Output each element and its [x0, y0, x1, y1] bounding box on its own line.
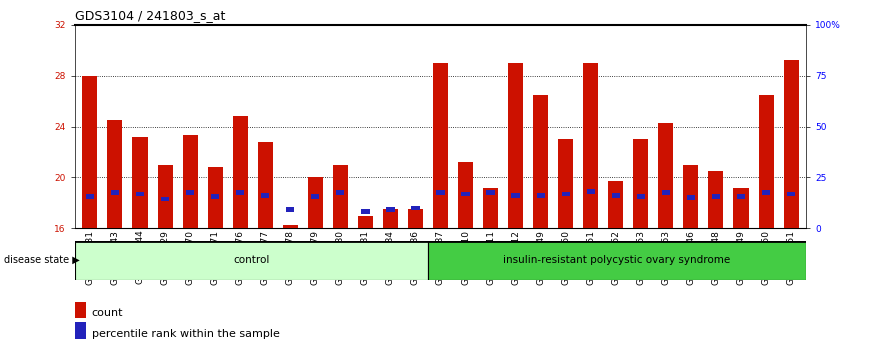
Bar [512, 193, 520, 198]
Bar [708, 171, 723, 228]
Bar [75, 241, 428, 280]
Bar [662, 190, 670, 195]
Bar [587, 189, 595, 194]
Bar [358, 216, 373, 228]
Bar [559, 139, 574, 228]
Text: control: control [233, 255, 270, 265]
Bar [458, 162, 473, 228]
Bar [75, 302, 86, 318]
Bar [787, 192, 796, 196]
Bar [257, 142, 273, 228]
Bar [433, 63, 448, 228]
Bar [608, 181, 624, 228]
Bar [462, 192, 470, 196]
Bar [486, 190, 495, 195]
Bar [132, 137, 147, 228]
Bar [186, 190, 194, 195]
Bar [712, 194, 720, 199]
Bar [611, 193, 620, 198]
Bar [158, 165, 173, 228]
Bar [307, 177, 322, 228]
Bar [428, 241, 806, 280]
Bar [286, 207, 294, 212]
Bar [182, 136, 197, 228]
Text: percentile rank within the sample: percentile rank within the sample [92, 329, 280, 339]
Text: insulin-resistant polycystic ovary syndrome: insulin-resistant polycystic ovary syndr… [503, 255, 730, 265]
Bar [383, 209, 398, 228]
Text: count: count [92, 308, 123, 318]
Bar [762, 190, 770, 195]
Text: disease state ▶: disease state ▶ [4, 255, 80, 265]
Bar [136, 192, 144, 196]
Bar [333, 165, 348, 228]
Bar [759, 95, 774, 228]
Bar [211, 194, 219, 199]
Bar [83, 76, 98, 228]
Bar [361, 209, 369, 214]
Bar [111, 190, 119, 195]
Bar [734, 188, 749, 228]
Text: GDS3104 / 241803_s_at: GDS3104 / 241803_s_at [75, 9, 226, 22]
Bar [533, 95, 548, 228]
Bar [283, 224, 298, 228]
Bar [537, 193, 544, 198]
Bar [583, 63, 598, 228]
Bar [637, 194, 645, 199]
Bar [411, 206, 419, 210]
Bar [633, 139, 648, 228]
Bar [436, 190, 445, 195]
Bar [508, 63, 523, 228]
Bar [783, 61, 798, 228]
Bar [75, 322, 86, 339]
Bar [261, 193, 270, 198]
Bar [658, 123, 673, 228]
Bar [483, 188, 498, 228]
Bar [684, 165, 699, 228]
Bar [386, 207, 395, 212]
Bar [408, 209, 423, 228]
Bar [208, 167, 223, 228]
Bar [236, 190, 244, 195]
Bar [337, 190, 344, 195]
Bar [233, 116, 248, 228]
Bar [85, 194, 94, 199]
Bar [311, 194, 320, 199]
Bar [561, 192, 570, 196]
Bar [161, 197, 169, 201]
Bar [687, 195, 695, 200]
Bar [737, 194, 745, 199]
Bar [107, 120, 122, 228]
